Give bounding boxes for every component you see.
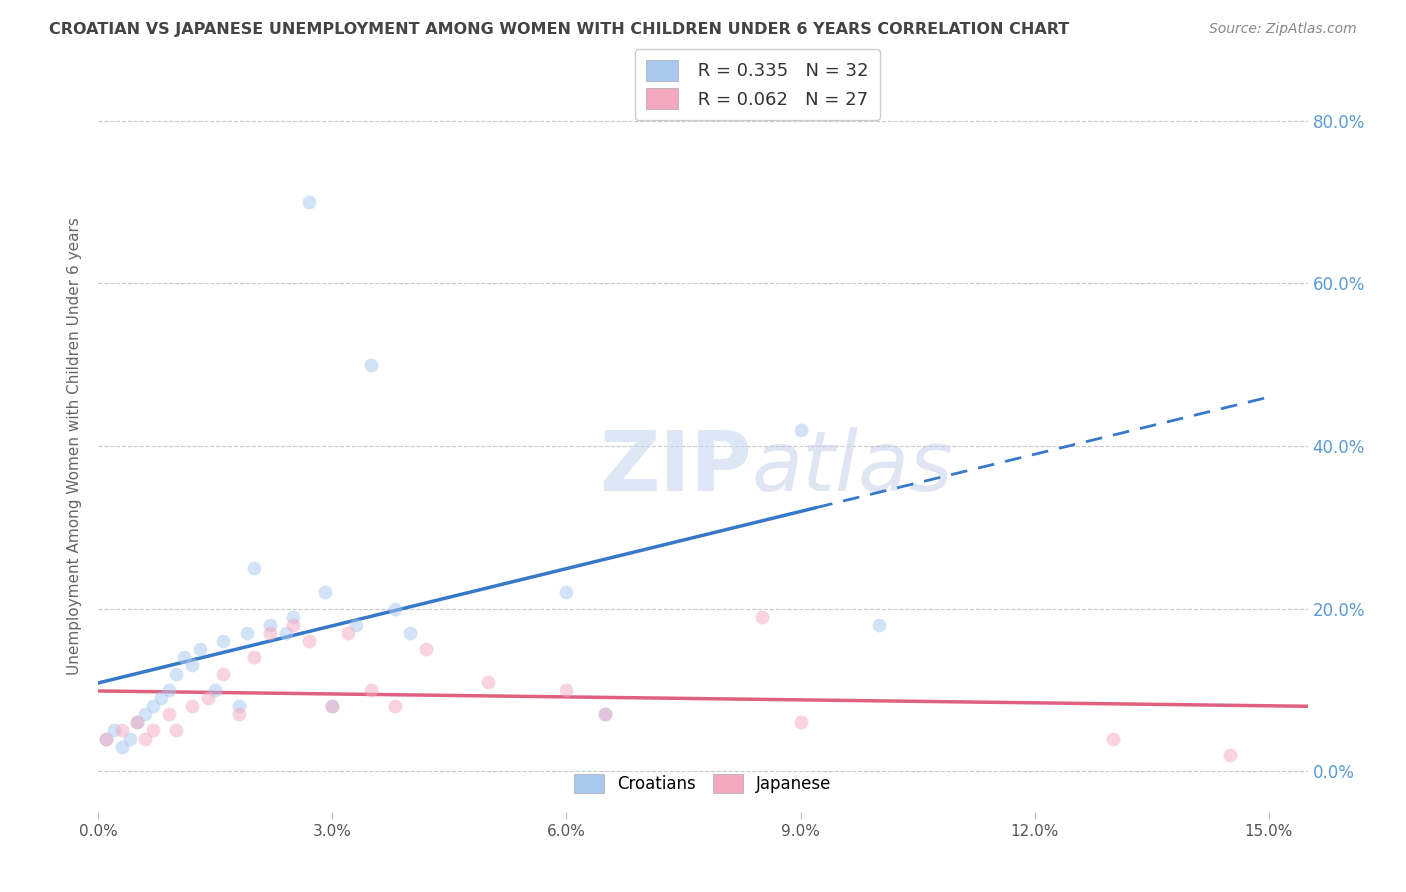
- Point: [127, 715, 149, 730]
- Point: [868, 617, 890, 632]
- Point: [235, 626, 257, 640]
- Point: [142, 699, 165, 714]
- Point: [111, 739, 134, 754]
- Point: [259, 626, 281, 640]
- Point: [188, 642, 211, 657]
- Point: [149, 690, 172, 705]
- Point: [96, 731, 118, 746]
- Point: [321, 699, 343, 714]
- Point: [134, 731, 156, 746]
- Point: [751, 609, 773, 624]
- Point: [337, 626, 360, 640]
- Point: [789, 715, 811, 730]
- Point: [283, 609, 305, 624]
- Point: [243, 650, 266, 665]
- Point: [127, 715, 149, 730]
- Point: [384, 699, 406, 714]
- Point: [415, 642, 437, 657]
- Point: [157, 707, 180, 722]
- Point: [360, 358, 382, 372]
- Point: [1101, 731, 1123, 746]
- Point: [228, 707, 250, 722]
- Text: atlas: atlas: [751, 427, 953, 508]
- Point: [555, 585, 578, 599]
- Point: [212, 634, 235, 648]
- Point: [555, 682, 578, 697]
- Point: [103, 723, 125, 738]
- Point: [274, 626, 297, 640]
- Point: [142, 723, 165, 738]
- Point: [96, 731, 118, 746]
- Point: [118, 731, 141, 746]
- Point: [314, 585, 336, 599]
- Point: [165, 666, 187, 681]
- Point: [321, 699, 343, 714]
- Text: ZIP: ZIP: [599, 427, 751, 508]
- Point: [243, 561, 266, 575]
- Point: [173, 650, 195, 665]
- Point: [595, 707, 617, 722]
- Point: [197, 690, 219, 705]
- Point: [111, 723, 134, 738]
- Point: [1219, 747, 1241, 762]
- Point: [181, 658, 204, 673]
- Point: [298, 195, 321, 210]
- Point: [157, 682, 180, 697]
- Point: [399, 626, 422, 640]
- Point: [283, 617, 305, 632]
- Y-axis label: Unemployment Among Women with Children Under 6 years: Unemployment Among Women with Children U…: [67, 217, 83, 675]
- Point: [204, 682, 226, 697]
- Point: [259, 617, 281, 632]
- Point: [212, 666, 235, 681]
- Point: [181, 699, 204, 714]
- Point: [134, 707, 156, 722]
- Point: [298, 634, 321, 648]
- Point: [360, 682, 382, 697]
- Point: [384, 601, 406, 615]
- Point: [595, 707, 617, 722]
- Point: [789, 423, 811, 437]
- Point: [344, 617, 367, 632]
- Point: [228, 699, 250, 714]
- Legend: Croatians, Japanese: Croatians, Japanese: [564, 764, 842, 804]
- Text: CROATIAN VS JAPANESE UNEMPLOYMENT AMONG WOMEN WITH CHILDREN UNDER 6 YEARS CORREL: CROATIAN VS JAPANESE UNEMPLOYMENT AMONG …: [49, 22, 1070, 37]
- Text: Source: ZipAtlas.com: Source: ZipAtlas.com: [1209, 22, 1357, 37]
- Point: [477, 674, 499, 689]
- Point: [165, 723, 187, 738]
